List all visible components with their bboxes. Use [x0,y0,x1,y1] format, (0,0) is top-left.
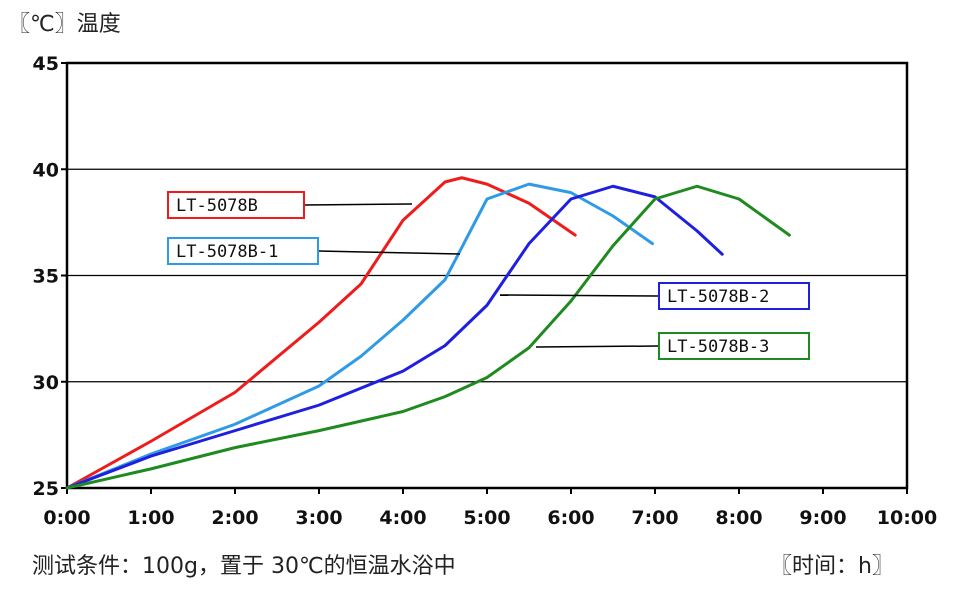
callout-box-1 [167,237,319,265]
x-tick-label-2: 2:00 [211,507,258,529]
y-tick-label-45: 45 [33,53,59,75]
test-condition-note: 测试条件：100g，置于 30℃的恒温水浴中 [32,554,456,579]
x-tick-label-1: 1:00 [127,507,174,529]
callout-leader-3 [535,345,660,348]
callout-box-3 [658,332,810,360]
y-tick-label-35: 35 [33,266,59,288]
x-tick-label-0: 0:00 [43,507,90,529]
y-axis-unit-label: 〖℃〗温度 [8,12,121,37]
callout-label-3: LT-5078B-3 [667,337,769,357]
series-line-3 [65,184,791,490]
x-axis-unit-label: 〖时间：h〗 [770,554,894,579]
x-tick-label-7: 7:00 [631,507,678,529]
x-tick-label-3: 3:00 [295,507,342,529]
x-tick-label-6: 6:00 [547,507,594,529]
temperature-line-chart: 25 30 35 40 45 0:00 1:00 2:00 3:00 4:00 5:00 6:00 7:… [33,53,938,529]
callout-leader-2 [499,294,660,297]
x-tick-label-10: 10:00 [877,507,937,529]
x-tick-label-4: 4:00 [379,507,426,529]
callout-label-0: LT-5078B [176,196,258,216]
callout-box-2 [658,282,810,310]
series-line-2 [65,184,724,490]
callout-label-1: LT-5078B-1 [176,242,278,262]
y-tick-label-40: 40 [33,159,59,181]
callout-leader-1 [317,250,461,255]
callout-label-2: LT-5078B-2 [667,287,769,307]
y-tick-label-30: 30 [33,372,59,394]
x-tick-label-8: 8:00 [715,507,762,529]
y-tick-label-25: 25 [33,478,59,500]
callout-leader-0 [303,203,413,206]
x-tick-label-5: 5:00 [463,507,510,529]
series-line-0 [65,176,577,490]
callout-box-0 [167,191,305,219]
x-tick-label-9: 9:00 [799,507,846,529]
